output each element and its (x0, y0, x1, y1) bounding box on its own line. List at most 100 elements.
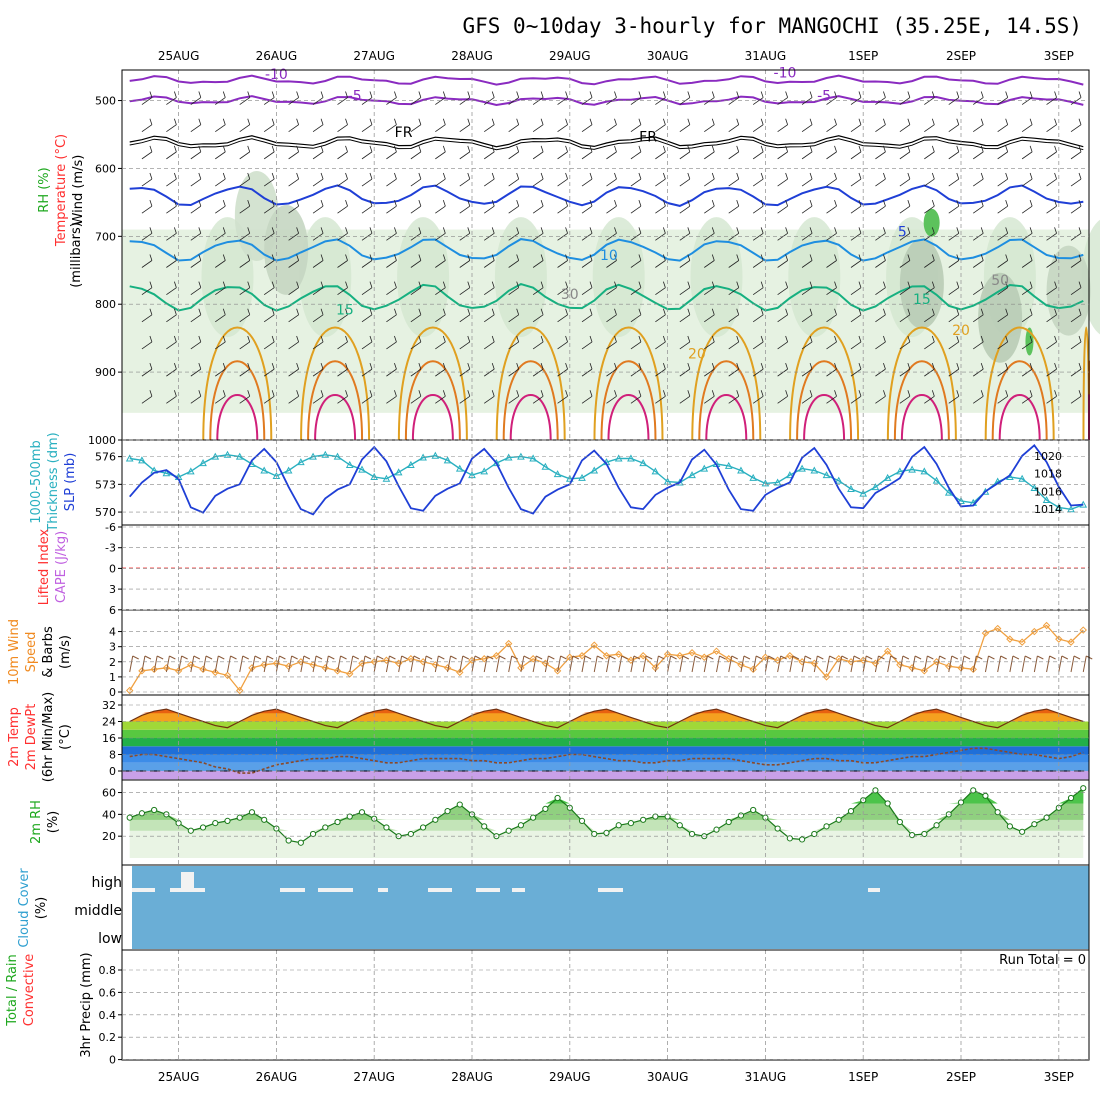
dewpt2m-line (129, 747, 1084, 774)
wind-barb (312, 368, 324, 377)
temp-panel-label: (°C) (58, 724, 73, 750)
wind-barb (638, 91, 642, 98)
surface-temp-arch (314, 394, 357, 441)
wind-barb (516, 362, 520, 370)
wind-barb (320, 335, 324, 343)
wind-barb (883, 118, 886, 125)
wind10-speed-point (1018, 638, 1026, 646)
surface-temp-arch (600, 360, 657, 441)
wind-barb (215, 97, 226, 105)
wind-barb (1005, 227, 1009, 234)
rh2m-point (542, 805, 549, 813)
precip-panel-label: Total / Rain (5, 954, 20, 1027)
wind10-barb (1082, 655, 1087, 673)
wind-barb (931, 281, 935, 288)
wind-barb (630, 395, 642, 404)
wind-barb (1078, 335, 1082, 343)
wind-barb (141, 233, 153, 241)
wind10-barb (850, 655, 855, 673)
wind-barb (899, 260, 911, 268)
thickness-line (129, 454, 1084, 511)
wind-barb (442, 254, 446, 261)
wind-barb (931, 118, 935, 125)
wind-barb (369, 254, 373, 261)
wind10-barb (597, 655, 604, 660)
rh2m-point (713, 826, 720, 833)
wind-barb (858, 281, 862, 288)
wind-barb (442, 281, 446, 288)
wind-barb (149, 281, 153, 288)
wind-barb (483, 341, 495, 350)
wind-barb (1005, 308, 1009, 315)
wind-barb (516, 254, 520, 261)
wind-barb (386, 205, 397, 214)
wind-barb (247, 172, 251, 180)
wind-barb (516, 390, 520, 397)
wind-barb (1078, 308, 1082, 315)
wind-barb (931, 145, 935, 152)
wind-barb (320, 254, 324, 261)
wind-barb (679, 151, 691, 160)
wind-barb (386, 287, 397, 295)
wind-barb (948, 178, 960, 187)
wind-barb (222, 308, 226, 315)
temp-color-band (122, 738, 1089, 747)
wind-barb (491, 227, 495, 234)
wind-barb (491, 308, 495, 315)
wind-barb (809, 145, 813, 152)
thickness-point (431, 451, 440, 459)
cape-panel-label: CAPE (J/kg) (54, 531, 69, 603)
rh-ytick: 60 (102, 787, 116, 800)
rh2m-point (358, 809, 366, 816)
date-label-top: 25AUG (158, 49, 200, 63)
wind-barb (215, 314, 226, 323)
wind-barb (948, 395, 960, 404)
wind-barb (1054, 335, 1057, 343)
upper-ytick: 700 (95, 230, 116, 243)
temp-ytick: 8 (109, 749, 116, 762)
wind-barb (638, 390, 642, 397)
wind-barb (173, 362, 177, 370)
surface-temp-arch (307, 360, 364, 441)
wind-barb (288, 124, 299, 133)
wind-barb (752, 314, 764, 323)
rh-fill-band (129, 788, 1084, 831)
precip-ytick: 0 (109, 1054, 116, 1067)
wind-barb (606, 287, 617, 295)
wind-barb (271, 390, 275, 397)
wind-barb (924, 151, 935, 160)
wind-barb (1029, 390, 1033, 397)
date-label-top: 28AUG (451, 49, 493, 63)
wind10-barb (645, 655, 653, 660)
wind-barb (948, 205, 960, 214)
wind-barb (711, 172, 715, 180)
wind-barb (899, 341, 911, 350)
thickness-point (321, 450, 330, 458)
wind-barb (532, 178, 544, 187)
thickness-point (419, 453, 427, 461)
wind-barb (1070, 368, 1082, 377)
wind-barb (956, 308, 960, 315)
wind10-barb (495, 655, 500, 673)
wind-barb (483, 205, 495, 214)
wind-barb (149, 308, 153, 315)
date-label-top: 26AUG (256, 49, 298, 63)
wind10-barb (972, 655, 977, 673)
wind-barb (736, 335, 740, 343)
wind-barb (704, 124, 715, 133)
wind-barb (296, 335, 300, 343)
wind-barb (728, 395, 739, 404)
rh2m-point (1031, 821, 1038, 828)
wind-barb (687, 91, 691, 98)
wind-barb (883, 308, 886, 315)
wind10-barb (780, 655, 787, 660)
wind-barb (630, 97, 642, 105)
wind-barb (222, 91, 226, 98)
thickness-panel-label: SLP (mb) (63, 453, 78, 512)
wind-barb (736, 200, 740, 207)
wind-barb (858, 118, 862, 125)
wind-barb (532, 124, 544, 133)
rh2m-point (236, 814, 243, 821)
wind-barb (581, 124, 593, 133)
wind-barb (1029, 281, 1033, 288)
